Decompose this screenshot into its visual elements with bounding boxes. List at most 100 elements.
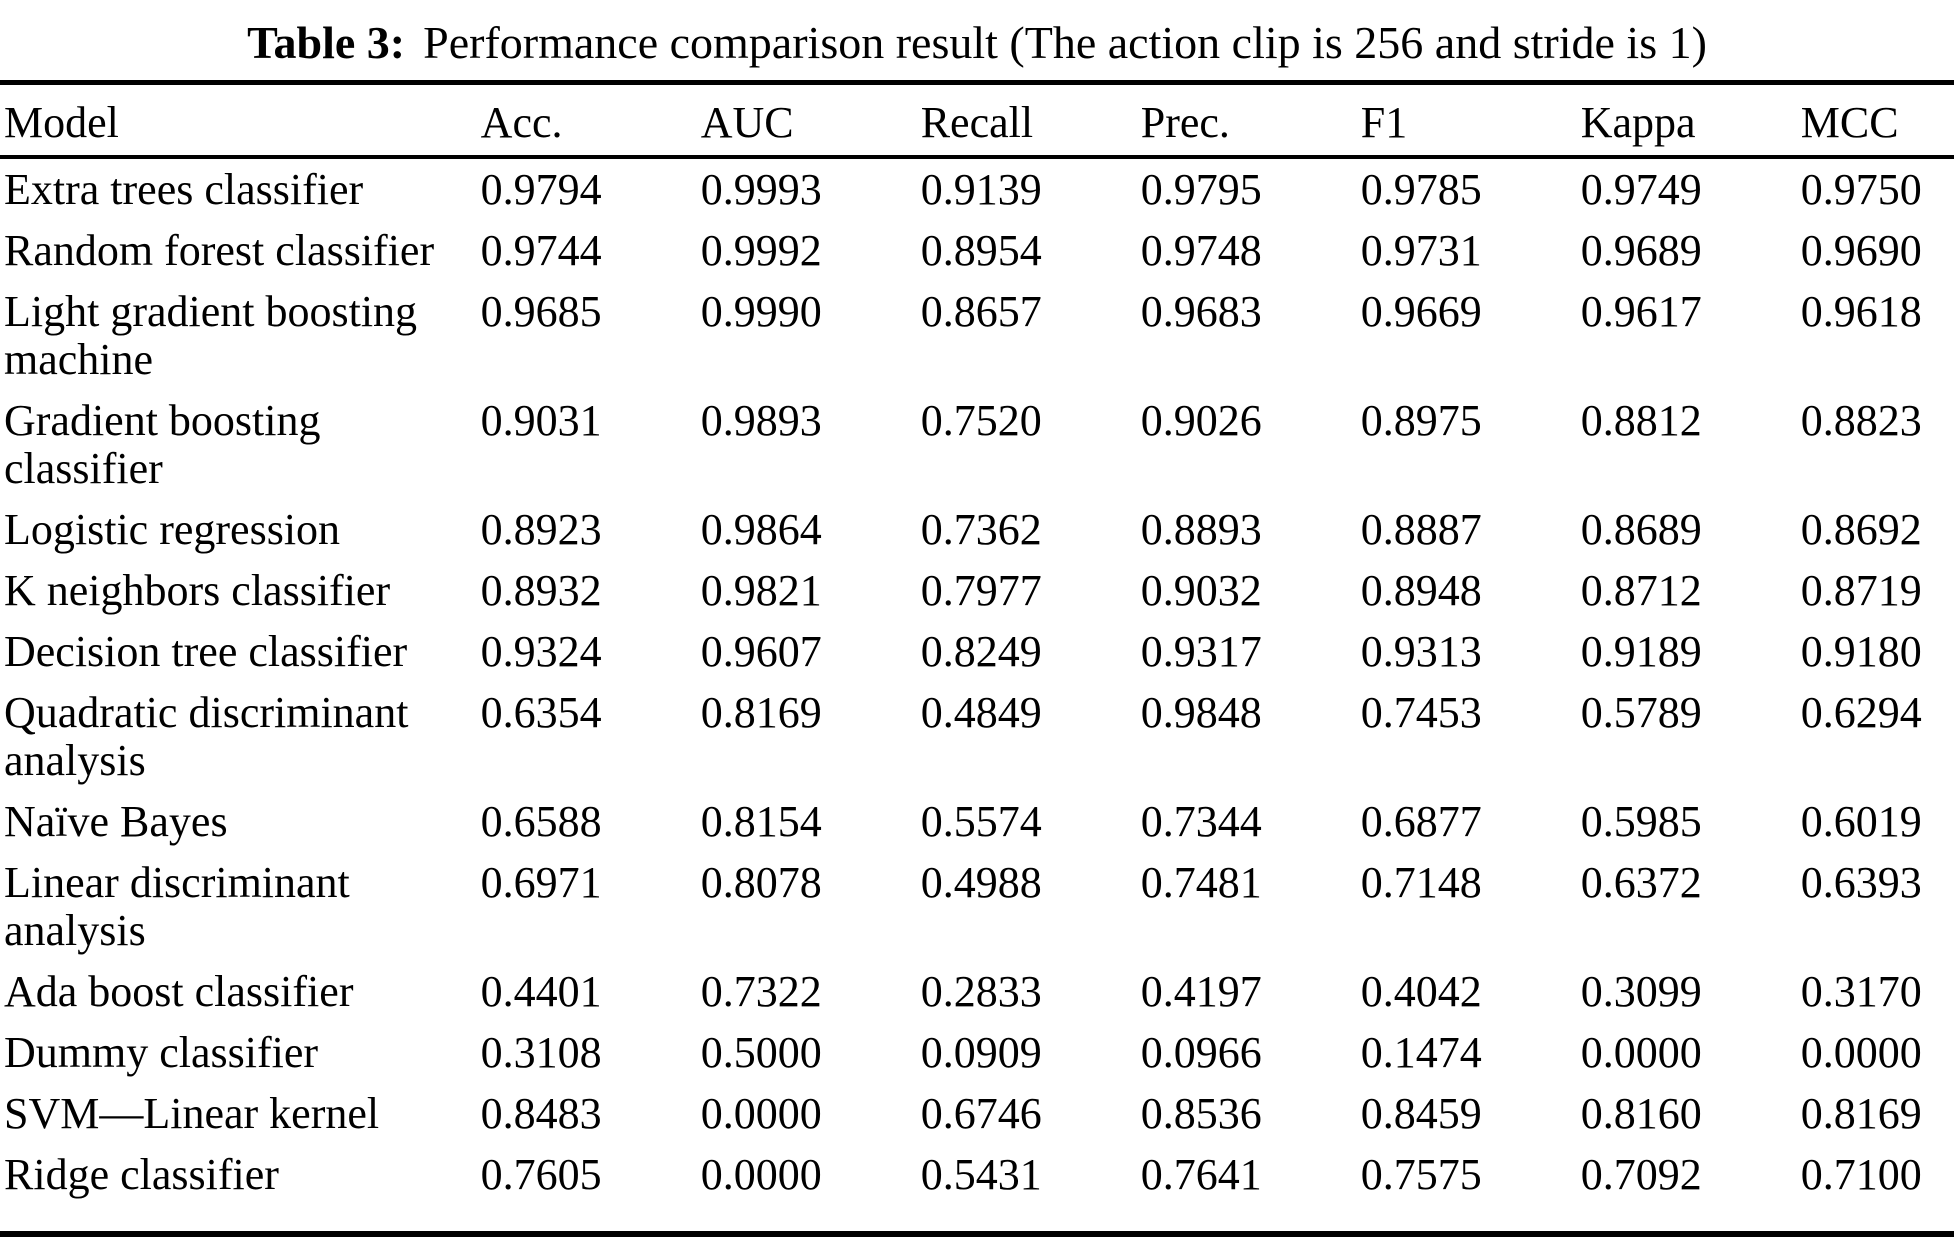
value-cell: 0.6019 <box>1800 797 1922 846</box>
value-cell: 0.3170 <box>1800 967 1922 1016</box>
value-cell: 0.5000 <box>700 1028 822 1077</box>
value-cell: 0.7575 <box>1360 1150 1482 1199</box>
value-cell: 0.9785 <box>1360 165 1482 214</box>
value-cell: 0.8932 <box>480 566 602 615</box>
value-cell: 0.9189 <box>1580 627 1702 676</box>
value-cell: 0.9026 <box>1140 396 1262 445</box>
value-cell: 0.0000 <box>700 1089 822 1138</box>
value-cell: 0.7100 <box>1800 1150 1922 1199</box>
value-cell: 0.8169 <box>1800 1089 1922 1138</box>
table-row: Random forest classifier 0.9744 0.9992 0.89… <box>0 220 1954 281</box>
value-cell: 0.7641 <box>1140 1150 1262 1199</box>
table-row: Dummy classifier 0.3108 0.5000 0.0909 0.0966… <box>0 1022 1954 1083</box>
value-cell: 0.7453 <box>1360 688 1482 737</box>
table-row: Light gradient boosting machine 0.9685 0.9… <box>0 281 1954 390</box>
value-cell: 0.5789 <box>1580 688 1702 737</box>
model-cell: Light gradient boosting machine <box>4 287 418 384</box>
table-header: Model Acc. AUC Recall Prec. F1 Kappa MCC <box>0 82 1954 159</box>
value-cell: 0.4042 <box>1360 967 1482 1016</box>
column-header-acc: Acc. <box>480 82 701 159</box>
performance-table: Model Acc. AUC Recall Prec. F1 Kappa MCC Extra … <box>0 80 1954 1237</box>
value-cell: 0.9992 <box>700 226 822 275</box>
value-cell: 0.6746 <box>920 1089 1042 1138</box>
table-row: K neighbors classifier 0.8932 0.9821 0.7977… <box>0 560 1954 621</box>
value-cell: 0.9669 <box>1360 287 1482 336</box>
model-cell: Ridge classifier <box>4 1150 279 1199</box>
column-header-prec: Prec. <box>1140 82 1361 159</box>
value-cell: 0.9607 <box>700 627 822 676</box>
value-cell: 0.1474 <box>1360 1028 1482 1077</box>
table-caption-label: Table 3: <box>247 17 406 68</box>
value-cell: 0.9032 <box>1140 566 1262 615</box>
value-cell: 0.7977 <box>920 566 1042 615</box>
value-cell: 0.6588 <box>480 797 602 846</box>
value-cell: 0.8249 <box>920 627 1042 676</box>
value-cell: 0.4401 <box>480 967 602 1016</box>
value-cell: 0.9749 <box>1580 165 1702 214</box>
table-row: Gradient boosting classifier 0.9031 0.9893… <box>0 390 1954 499</box>
value-cell: 0.6877 <box>1360 797 1482 846</box>
value-cell: 0.7092 <box>1580 1150 1702 1199</box>
column-header-recall: Recall <box>920 82 1141 159</box>
value-cell: 0.5574 <box>920 797 1042 846</box>
value-cell: 0.9794 <box>480 165 602 214</box>
value-cell: 0.7344 <box>1140 797 1262 846</box>
value-cell: 0.0000 <box>1800 1028 1922 1077</box>
model-cell: Random forest classifier <box>4 226 435 275</box>
value-cell: 0.7322 <box>700 967 822 1016</box>
value-cell: 0.9748 <box>1140 226 1262 275</box>
value-cell: 0.5431 <box>920 1150 1042 1199</box>
model-cell: Ada boost classifier <box>4 967 354 1016</box>
table-row: Linear discriminant analysis 0.6971 0.8078… <box>0 852 1954 961</box>
value-cell: 0.8657 <box>920 287 1042 336</box>
column-header-auc: AUC <box>700 82 921 159</box>
table-row: Quadratic discriminant analysis 0.6354 0.8… <box>0 682 1954 791</box>
value-cell: 0.8536 <box>1140 1089 1262 1138</box>
value-cell: 0.6372 <box>1580 858 1702 907</box>
model-cell: Extra trees classifier <box>4 165 364 214</box>
model-cell: Dummy classifier <box>4 1028 319 1077</box>
model-cell: Quadratic discriminant analysis <box>4 688 409 785</box>
value-cell: 0.4197 <box>1140 967 1262 1016</box>
value-cell: 0.0966 <box>1140 1028 1262 1077</box>
value-cell: 0.6393 <box>1800 858 1922 907</box>
value-cell: 0.9990 <box>700 287 822 336</box>
value-cell: 0.8948 <box>1360 566 1482 615</box>
value-cell: 0.8459 <box>1360 1089 1482 1138</box>
value-cell: 0.4849 <box>920 688 1042 737</box>
value-cell: 0.9750 <box>1800 165 1922 214</box>
value-cell: 0.9848 <box>1140 688 1262 737</box>
value-cell: 0.6294 <box>1800 688 1922 737</box>
column-header-model: Model <box>0 82 481 159</box>
value-cell: 0.9744 <box>480 226 602 275</box>
table-row: Logistic regression 0.8923 0.9864 0.7362 0.8… <box>0 499 1954 560</box>
value-cell: 0.9731 <box>1360 226 1482 275</box>
value-cell: 0.3108 <box>480 1028 602 1077</box>
value-cell: 0.9618 <box>1800 287 1922 336</box>
value-cell: 0.9317 <box>1140 627 1262 676</box>
table-row: Extra trees classifier 0.9794 0.9993 0.9139… <box>0 157 1954 220</box>
table-caption: Table 3: Performance comparison result (… <box>0 0 1954 80</box>
model-cell: Gradient boosting classifier <box>4 396 321 493</box>
value-cell: 0.8154 <box>700 797 822 846</box>
value-cell: 0.9689 <box>1580 226 1702 275</box>
value-cell: 0.8712 <box>1580 566 1702 615</box>
model-cell: Decision tree classifier <box>4 627 408 676</box>
table-row: SVM—Linear kernel 0.8483 0.0000 0.6746 0.853… <box>0 1083 1954 1144</box>
model-cell: Logistic regression <box>4 505 341 554</box>
value-cell: 0.9139 <box>920 165 1042 214</box>
value-cell: 0.9685 <box>480 287 602 336</box>
header-row: Model Acc. AUC Recall Prec. F1 Kappa MCC <box>0 82 1954 159</box>
value-cell: 0.8078 <box>700 858 822 907</box>
value-cell: 0.9821 <box>700 566 822 615</box>
column-header-kappa: Kappa <box>1580 82 1801 159</box>
value-cell: 0.8893 <box>1140 505 1262 554</box>
value-cell: 0.0000 <box>1580 1028 1702 1077</box>
table-row: Ridge classifier 0.7605 0.0000 0.5431 0.7641… <box>0 1144 1954 1234</box>
model-cell: K neighbors classifier <box>4 566 391 615</box>
value-cell: 0.8923 <box>480 505 602 554</box>
table-row: Ada boost classifier 0.4401 0.7322 0.2833 0.… <box>0 961 1954 1022</box>
value-cell: 0.0000 <box>700 1150 822 1199</box>
model-cell: Naïve Bayes <box>4 797 228 846</box>
